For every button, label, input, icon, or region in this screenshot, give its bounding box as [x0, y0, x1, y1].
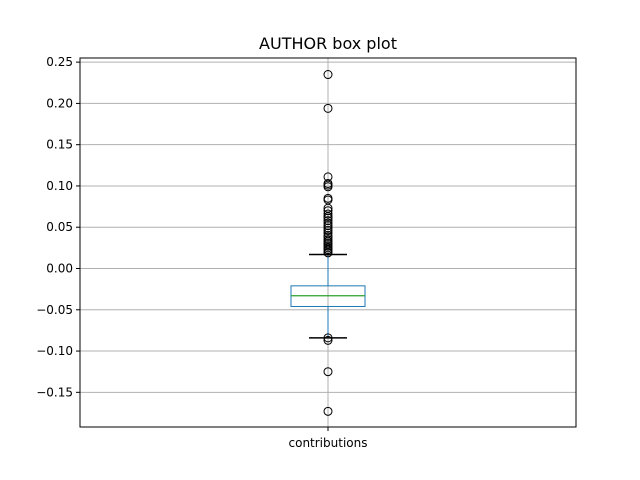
- x-axis: contributions: [289, 427, 368, 450]
- outlier-point: [323, 333, 333, 343]
- outlier-point: [323, 232, 333, 242]
- y-tick-label: −0.10: [36, 344, 73, 358]
- y-tick-label: 0.25: [46, 55, 73, 69]
- outlier-point: [323, 221, 333, 231]
- outlier-points: [323, 70, 333, 416]
- outlier-point: [323, 209, 333, 219]
- outlier-point: [323, 206, 333, 216]
- y-tick-label: 0.05: [46, 220, 73, 234]
- outlier-point: [323, 226, 333, 236]
- outlier-point: [323, 182, 333, 192]
- y-tick-label: 0.00: [46, 262, 73, 276]
- outlier-point: [323, 223, 333, 233]
- outlier-point: [323, 70, 333, 80]
- outlier-point: [323, 335, 333, 345]
- outlier-point: [323, 103, 333, 113]
- outlier-point: [323, 213, 333, 223]
- y-axis: −0.15 −0.10 −0.05 0.00 0.05 0.10 0.15 0.20 0.25: [36, 55, 80, 399]
- outlier-point: [323, 248, 333, 258]
- chart-title: AUTHOR box plot: [259, 34, 397, 53]
- x-tick-label: contributions: [289, 436, 368, 450]
- y-tick-label: 0.20: [46, 96, 73, 110]
- y-tick-label: 0.15: [46, 138, 73, 152]
- outlier-point: [323, 367, 333, 377]
- y-tick-label: −0.05: [36, 303, 73, 317]
- y-tick-label: −0.15: [36, 385, 73, 399]
- box-plot-series: [290, 253, 366, 339]
- outlier-point: [323, 218, 333, 228]
- outlier-point: [323, 216, 333, 226]
- y-tick-label: 0.10: [46, 179, 73, 193]
- outlier-point: [323, 406, 333, 416]
